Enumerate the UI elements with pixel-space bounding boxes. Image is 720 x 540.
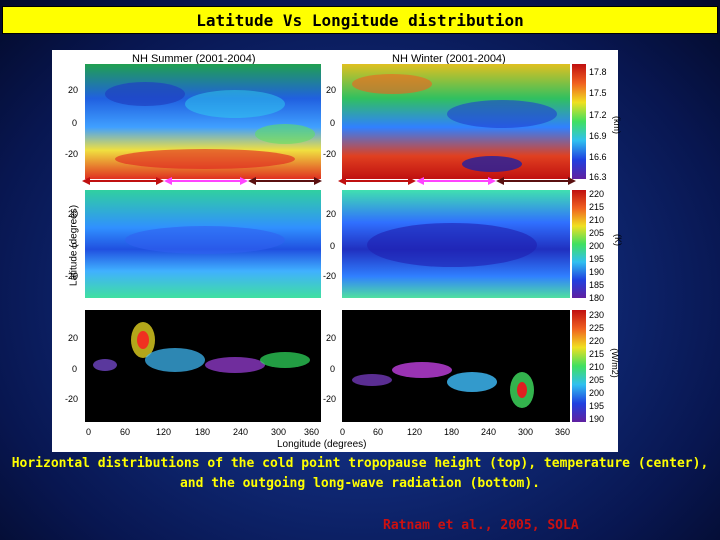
colorbar-tick: 210 (589, 362, 605, 372)
lon-tick: 240 (233, 427, 249, 437)
panel-olr-summer (85, 310, 321, 422)
colorbar-tick: 195 (589, 401, 605, 411)
colorbar-tick: 220 (589, 336, 605, 346)
lon-tick: 0 (340, 427, 346, 437)
lon-tick: 300 (518, 427, 534, 437)
colorbar-tick: 190 (589, 414, 605, 424)
panel-height-summer (85, 64, 321, 179)
lon-tick: 0 (86, 427, 92, 437)
lat-tick: 0 (330, 118, 336, 128)
lon-tick: 60 (120, 427, 131, 437)
colorbar-tick: 205 (589, 375, 605, 385)
colorbar-tick: 200 (589, 241, 605, 251)
x-axis-label: Longitude (degrees) (277, 439, 367, 450)
colorbar-tick: 210 (589, 215, 605, 225)
colorbar-olr (572, 310, 586, 422)
panel-olr-winter (342, 310, 570, 422)
lat-tick: -20 (65, 271, 79, 281)
lon-tick: 180 (444, 427, 460, 437)
colorbar-tick: 17.5 (589, 88, 607, 98)
lat-tick: -20 (323, 271, 337, 281)
colorbar-tick: 16.3 (589, 172, 607, 182)
slide-title-bar: Latitude Vs Longitude distribution (2, 6, 718, 34)
colorbar-tick: 195 (589, 254, 605, 264)
caption: Horizontal distributions of the cold poi… (0, 454, 720, 494)
colorbar-tick: 200 (589, 388, 605, 398)
lat-tick: 20 (326, 209, 337, 219)
colorbar-tick: 16.6 (589, 152, 607, 162)
lon-tick: 300 (271, 427, 287, 437)
colorbar-tick: 180 (589, 293, 605, 303)
lon-tick: 120 (407, 427, 423, 437)
lat-tick: 0 (330, 364, 336, 374)
colorbar-tick: 185 (589, 280, 605, 290)
colorbar-tick: 215 (589, 349, 605, 359)
colorbar-tick: 230 (589, 310, 605, 320)
lat-tick: -20 (323, 149, 337, 159)
colorbar-tick: 220 (589, 189, 605, 199)
colorbar-tick: 215 (589, 202, 605, 212)
colorbar-tick: 16.9 (589, 131, 607, 141)
lon-tick: 360 (304, 427, 320, 437)
colorbar-unit: (W/m2) (609, 348, 620, 378)
colorbar-tick: 17.2 (589, 110, 607, 120)
colorbar-unit: (K) (613, 234, 623, 246)
lat-tick: 0 (72, 364, 78, 374)
credit: Ratnam et al., 2005, SOLA (383, 518, 579, 533)
colorbar-tick: 190 (589, 267, 605, 277)
lat-tick: -20 (65, 149, 79, 159)
colorbar-temp (572, 190, 586, 298)
lat-tick: 20 (68, 209, 79, 219)
lat-tick: 20 (68, 333, 79, 343)
lat-tick: 20 (68, 85, 79, 95)
colorbar-tick: 17.8 (589, 67, 607, 77)
colorbar-tick: 205 (589, 228, 605, 238)
slide-title: Latitude Vs Longitude distribution (196, 10, 524, 30)
lat-tick: 0 (72, 241, 78, 251)
lon-tick: 60 (373, 427, 384, 437)
lat-tick: -20 (323, 394, 337, 404)
colorbar-height (572, 64, 586, 179)
caption-line-2: and the outgoing long-wave radiation (bo… (179, 476, 541, 491)
caption-line-1: Horizontal distributions of the cold poi… (11, 456, 709, 471)
lat-tick: 0 (72, 118, 78, 128)
lon-tick: 360 (555, 427, 571, 437)
lat-tick: 0 (330, 241, 336, 251)
lon-tick: 240 (481, 427, 497, 437)
panel-temp-summer (85, 190, 321, 298)
colorbar-tick: 225 (589, 323, 605, 333)
lat-tick: -20 (65, 394, 79, 404)
figure-panel: NH Summer (2001-2004) NH Winter (2001-20… (52, 50, 623, 452)
lat-tick: 20 (326, 333, 337, 343)
panel-temp-winter (342, 190, 570, 298)
panel-height-winter (342, 64, 570, 179)
lon-tick: 120 (156, 427, 172, 437)
panel-title-left: NH Summer (2001-2004) (132, 53, 256, 65)
lat-tick: 20 (326, 85, 337, 95)
season-arrows (82, 177, 576, 185)
colorbar-unit: (km) (612, 116, 622, 134)
lon-tick: 180 (195, 427, 211, 437)
panel-title-right: NH Winter (2001-2004) (392, 53, 506, 65)
